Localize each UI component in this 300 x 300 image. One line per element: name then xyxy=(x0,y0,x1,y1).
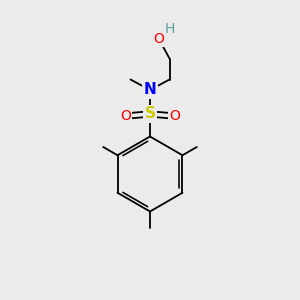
Text: O: O xyxy=(120,109,131,122)
Text: S: S xyxy=(145,106,155,122)
Text: H: H xyxy=(165,22,175,36)
Text: O: O xyxy=(154,32,164,46)
Text: N: N xyxy=(144,82,156,98)
Text: O: O xyxy=(169,109,180,122)
